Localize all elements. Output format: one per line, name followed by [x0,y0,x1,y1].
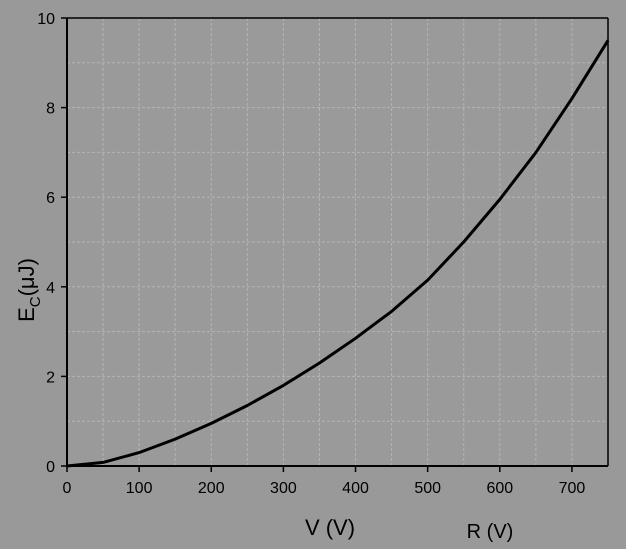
y-axis-label-subscript: C [27,296,44,307]
x-tick-label: 500 [414,480,441,497]
series-layer [66,39,610,468]
y-tick-label: 6 [46,190,55,207]
axis-layer [61,17,609,472]
y-axis-label: EC(μJ) [14,258,44,322]
tick-label-layer: 0 100 200 300 400 500 600 700 0 2 4 6 8 10 [37,11,585,497]
y-axis-label-main: E [14,307,39,322]
x-axis-label: V (V) [305,515,355,540]
x-tick-label: 400 [342,480,369,497]
x-tick-label: 200 [198,480,225,497]
grid-layer [66,17,609,467]
y-tick-label: 10 [37,11,55,28]
x-tick-label: 100 [126,480,153,497]
x-tick-label: 600 [486,480,513,497]
series-line-0 [66,39,610,468]
y-tick-label: 4 [46,280,55,297]
x-tick-label: 300 [270,480,297,497]
x-tick-label: 700 [559,480,586,497]
y-tick-label: 2 [46,369,55,386]
y-tick-label: 0 [46,459,55,476]
y-tick-label: 8 [46,101,55,118]
y-axis-label-unit: (μJ) [14,258,39,296]
x-tick-label: 0 [63,480,72,497]
x-axis-label-extra: R (V) [467,521,514,543]
